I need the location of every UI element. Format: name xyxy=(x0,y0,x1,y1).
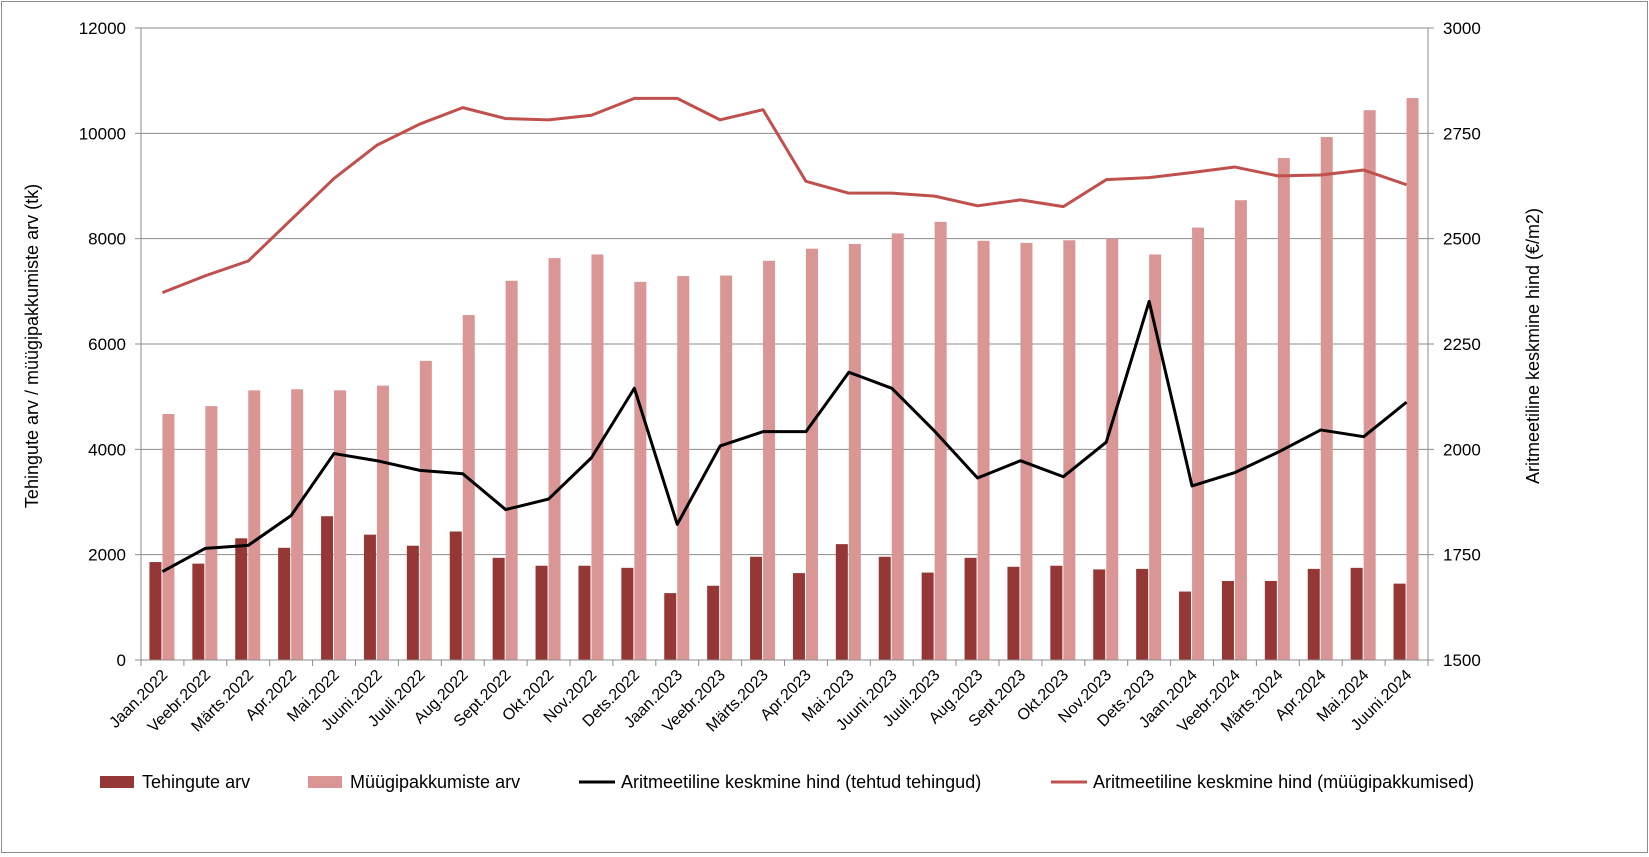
bar-tehingute-arv xyxy=(578,565,591,660)
bar-myygipakkumiste-arv xyxy=(1192,227,1205,660)
legend-label: Müügipakkumiste arv xyxy=(350,772,520,792)
legend: Tehingute arv Müügipakkumiste arv Aritmeet… xyxy=(100,772,1474,792)
bar-myygipakkumiste-arv xyxy=(977,240,990,661)
left-tick-label: 0 xyxy=(117,651,126,670)
line-series-group xyxy=(161,96,1408,573)
bar-myygipakkumiste-arv xyxy=(462,315,475,660)
bar-myygipakkumiste-arv xyxy=(334,390,347,660)
bar-tehingute-arv xyxy=(1264,581,1277,660)
right-axis-ticks: 1500 1750 2000 2250 2500 2750 3000 xyxy=(1428,19,1481,670)
bar-tehingute-arv xyxy=(192,563,205,660)
bar-myygipakkumiste-arv xyxy=(934,221,947,660)
bar-myygipakkumiste-arv xyxy=(634,281,647,660)
bar-myygipakkumiste-arv xyxy=(1063,240,1076,660)
left-tick-label: 10000 xyxy=(79,124,126,143)
legend-label: Aritmeetiline keskmine hind (tehtud tehi… xyxy=(621,772,981,792)
left-axis-ticks: 0 2000 4000 6000 8000 10000 12000 xyxy=(79,19,141,670)
bar-series-group xyxy=(149,98,1419,661)
bar-tehingute-arv xyxy=(1136,568,1149,660)
bar-myygipakkumiste-arv xyxy=(591,254,604,660)
category-labels: Jaan.2022Veebr.2022Märts.2022Apr.2022Mai… xyxy=(106,667,1415,736)
bar-myygipakkumiste-arv xyxy=(505,280,518,660)
left-tick-label: 2000 xyxy=(88,546,126,565)
bar-tehingute-arv xyxy=(1307,568,1320,660)
bar-myygipakkumiste-arv xyxy=(1149,254,1162,660)
bar-tehingute-arv xyxy=(1007,566,1020,660)
bar-myygipakkumiste-arv xyxy=(1406,98,1419,660)
bar-myygipakkumiste-arv xyxy=(1234,200,1247,660)
bar-myygipakkumiste-arv xyxy=(162,414,175,660)
bar-tehingute-arv xyxy=(363,534,376,660)
bar-myygipakkumiste-arv xyxy=(1277,158,1290,660)
bar-myygipakkumiste-arv xyxy=(419,360,432,660)
line-series-myygipakkumised xyxy=(161,96,1408,294)
bar-tehingute-arv xyxy=(1093,569,1106,660)
bar-tehingute-arv xyxy=(878,556,891,660)
left-tick-label: 8000 xyxy=(88,230,126,249)
bar-myygipakkumiste-arv xyxy=(376,385,389,660)
right-tick-label: 2000 xyxy=(1443,440,1481,459)
left-tick-label: 6000 xyxy=(88,335,126,354)
bar-myygipakkumiste-arv xyxy=(763,260,776,660)
right-tick-label: 2500 xyxy=(1443,230,1481,249)
legend-swatch xyxy=(308,776,342,788)
left-axis-title: Tehingute arv / müügipakkumiste arv (tk) xyxy=(22,184,42,508)
bar-tehingute-arv xyxy=(235,538,248,660)
line-series-tehtud-tehingud xyxy=(161,299,1408,573)
bar-tehingute-arv xyxy=(321,516,334,660)
right-tick-label: 2250 xyxy=(1443,335,1481,354)
bar-myygipakkumiste-arv xyxy=(848,243,861,660)
bar-myygipakkumiste-arv xyxy=(248,390,261,660)
bar-myygipakkumiste-arv xyxy=(720,275,733,660)
right-tick-label: 1500 xyxy=(1443,651,1481,670)
bar-tehingute-arv xyxy=(449,531,462,660)
right-axis-title: Aritmeetiline keskmine hind (€/m2) xyxy=(1523,208,1543,484)
bar-myygipakkumiste-arv xyxy=(1363,110,1376,660)
bar-myygipakkumiste-arv xyxy=(291,389,304,660)
bar-myygipakkumiste-arv xyxy=(1020,242,1033,660)
right-tick-label: 1750 xyxy=(1443,546,1481,565)
bar-tehingute-arv xyxy=(707,585,720,660)
bar-tehingute-arv xyxy=(1050,565,1063,660)
bar-tehingute-arv xyxy=(921,572,934,660)
gridlines xyxy=(141,27,1428,556)
right-tick-label: 2750 xyxy=(1443,124,1481,143)
bar-myygipakkumiste-arv xyxy=(677,276,690,660)
legend-label: Aritmeetiline keskmine hind (müügipakkum… xyxy=(1093,772,1474,792)
legend-label: Tehingute arv xyxy=(142,772,250,792)
bar-tehingute-arv xyxy=(835,544,848,660)
bar-tehingute-arv xyxy=(149,562,162,660)
bar-myygipakkumiste-arv xyxy=(548,258,561,660)
left-tick-label: 12000 xyxy=(79,19,126,38)
bar-tehingute-arv xyxy=(964,557,977,660)
bar-myygipakkumiste-arv xyxy=(1106,238,1119,660)
bar-tehingute-arv xyxy=(278,547,291,660)
bar-tehingute-arv xyxy=(750,556,763,660)
bar-myygipakkumiste-arv xyxy=(805,248,818,660)
bar-tehingute-arv xyxy=(1179,591,1192,660)
bar-myygipakkumiste-arv xyxy=(891,233,904,660)
legend-swatch xyxy=(100,776,134,788)
bar-tehingute-arv xyxy=(492,557,505,660)
bar-tehingute-arv xyxy=(1221,581,1234,660)
bar-tehingute-arv xyxy=(621,567,634,660)
bar-tehingute-arv xyxy=(406,545,419,660)
bar-tehingute-arv xyxy=(664,593,677,660)
right-tick-label: 3000 xyxy=(1443,19,1481,38)
bar-tehingute-arv xyxy=(792,573,805,660)
bar-tehingute-arv xyxy=(535,565,548,660)
left-tick-label: 4000 xyxy=(88,440,126,459)
bar-myygipakkumiste-arv xyxy=(1320,137,1333,660)
bar-tehingute-arv xyxy=(1350,567,1363,660)
bar-myygipakkumiste-arv xyxy=(205,406,218,660)
bar-tehingute-arv xyxy=(1393,583,1406,660)
